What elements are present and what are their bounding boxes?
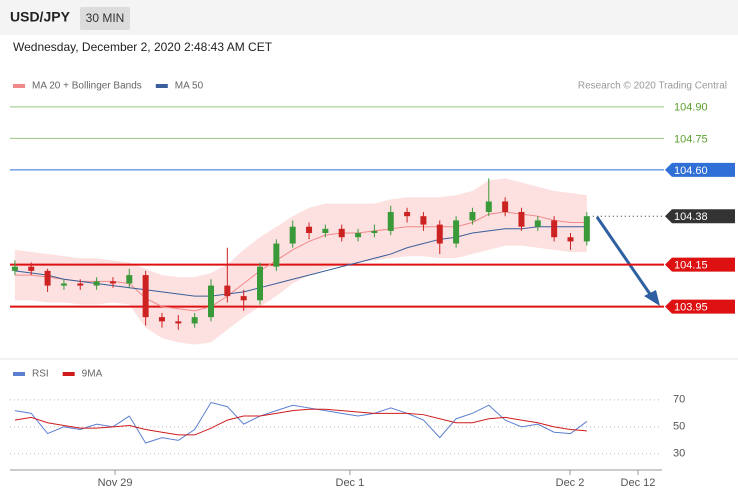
legend-label: MA 50: [175, 81, 204, 92]
level-label: 104.38: [674, 211, 708, 223]
candle-body: [404, 211, 411, 217]
level-label: 104.75: [674, 133, 708, 145]
rsi-line: [14, 401, 588, 444]
source: Research © 2020 Trading Central: [578, 81, 727, 92]
y-tick-label: 70: [673, 394, 685, 406]
bollinger-band: [14, 178, 587, 345]
candle-body: [469, 211, 476, 221]
candle-body: [191, 317, 198, 324]
candle-body: [453, 220, 460, 244]
level-tag: [665, 209, 735, 224]
candle-body: [142, 275, 149, 318]
forecast-arrow: [595, 216, 654, 298]
candle-body: [306, 226, 313, 234]
level-label: 104.90: [674, 102, 708, 114]
candle-body: [436, 224, 443, 244]
candle-body: [534, 220, 541, 227]
candle-body: [387, 211, 394, 231]
legend-label: 9MA: [82, 369, 103, 380]
level-label: 104.15: [674, 259, 708, 271]
candle-body: [224, 285, 231, 297]
candle-body: [289, 226, 296, 244]
legend-swatch: [13, 84, 25, 88]
candle-body: [502, 201, 509, 212]
x-tick-label: Dec 1: [336, 477, 365, 489]
level-tag: [665, 299, 735, 314]
legend-swatch: [13, 372, 25, 376]
candle-body: [158, 317, 165, 322]
candle-body: [240, 296, 247, 301]
candle-body: [551, 220, 558, 238]
candle-body: [322, 228, 329, 234]
x-tick-label: Dec 2: [556, 477, 585, 489]
overlay-line: [14, 226, 587, 297]
level-tag: [665, 162, 735, 177]
candle-body: [77, 283, 84, 286]
legend-label: MA 20 + Bollinger Bands: [32, 81, 142, 92]
candle-body: [109, 281, 116, 284]
candle-body: [355, 233, 362, 238]
candle-body: [126, 275, 133, 284]
candle-body: [583, 216, 590, 242]
level-label: 104.60: [674, 165, 708, 177]
y-tick-label: 30: [673, 448, 685, 460]
candle-body: [567, 237, 574, 242]
legend-label: RSI: [32, 369, 49, 380]
x-tick-label: Dec 12: [621, 477, 656, 489]
level-label: 103.95: [674, 302, 708, 314]
candle-body: [207, 285, 214, 318]
y-tick-label: 50: [673, 421, 685, 433]
candle-body: [175, 321, 182, 324]
candle-body: [257, 266, 264, 301]
rsi-line: [14, 408, 587, 436]
candle-body: [60, 283, 67, 286]
candle-body: [371, 230, 378, 234]
candle-body: [28, 266, 35, 271]
legend-swatch: [62, 372, 75, 376]
legend-swatch: [155, 84, 168, 88]
candle-body: [518, 211, 525, 227]
x-tick-label: Nov 29: [98, 477, 133, 489]
interval[interactable]: 30 MIN: [86, 11, 125, 25]
candle-body: [44, 270, 51, 286]
candle-body: [93, 281, 100, 286]
candle-body: [338, 228, 345, 238]
candle-body: [11, 266, 18, 271]
symbol: USD/JPY: [10, 9, 71, 25]
candle-body: [420, 216, 427, 225]
candle-body: [273, 243, 280, 267]
level-tag: [665, 257, 735, 272]
candle-body: [485, 201, 492, 212]
forecast-arrowhead: [644, 290, 660, 306]
interval-badge[interactable]: [80, 7, 130, 30]
timestamp: Wednesday, December 2, 2020 2:48:43 AM C…: [13, 40, 273, 54]
